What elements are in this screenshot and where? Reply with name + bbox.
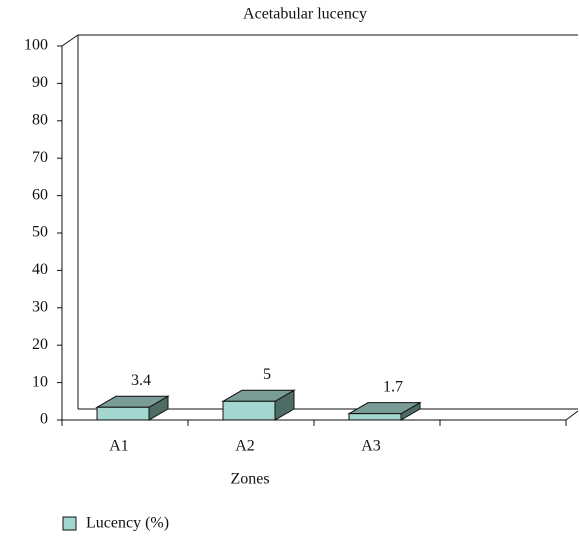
bar [347,401,422,421]
wall-top-edge [61,34,79,47]
x-tick-label: A3 [361,438,381,455]
bar-front [96,406,150,421]
y-tick-label: 70 [32,149,48,166]
data-label: 5 [263,366,271,383]
y-tick-label: 20 [32,336,48,353]
y-tick-label: 0 [40,411,48,428]
legend-swatch [62,516,77,531]
bar [95,395,170,421]
legend-label: Lucency (%) [86,515,169,532]
y-tick-label: 100 [24,37,48,54]
y-tick-label: 60 [32,186,48,203]
bar [221,389,296,421]
y-tick-label: 80 [32,111,48,128]
y-tick-label: 40 [32,261,48,278]
data-label: 3.4 [131,372,151,389]
bar-front [222,400,276,421]
x-tick-label: A2 [235,438,255,455]
x-tick-label: A1 [109,438,129,455]
chart-title: Acetabular lucency [243,6,367,23]
y-tick-label: 10 [32,373,48,390]
y-tick-label: 90 [32,74,48,91]
y-tick-label: 50 [32,224,48,241]
x-axis-title: Zones [230,471,269,488]
bar-front [348,413,402,421]
floor-right [565,410,579,421]
data-label: 1.7 [383,378,403,395]
y-tick-label: 30 [32,298,48,315]
